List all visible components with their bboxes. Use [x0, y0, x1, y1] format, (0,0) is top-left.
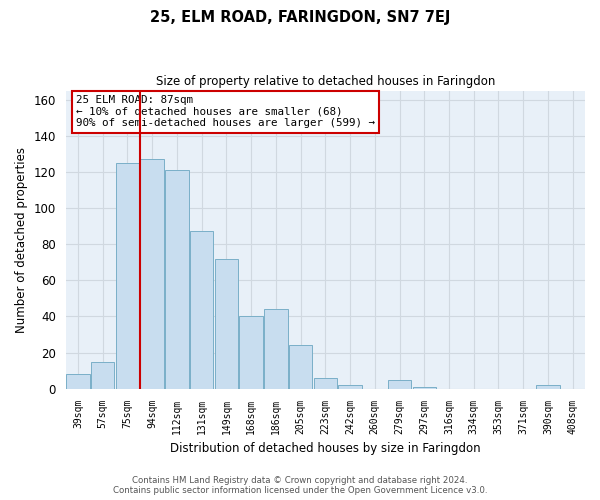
Bar: [413, 387, 436, 388]
Bar: [165, 170, 188, 388]
Y-axis label: Number of detached properties: Number of detached properties: [15, 146, 28, 332]
Bar: [289, 346, 313, 389]
Bar: [140, 159, 164, 388]
Text: 25 ELM ROAD: 87sqm
← 10% of detached houses are smaller (68)
90% of semi-detache: 25 ELM ROAD: 87sqm ← 10% of detached hou…: [76, 95, 375, 128]
X-axis label: Distribution of detached houses by size in Faringdon: Distribution of detached houses by size …: [170, 442, 481, 455]
Text: Contains HM Land Registry data © Crown copyright and database right 2024.
Contai: Contains HM Land Registry data © Crown c…: [113, 476, 487, 495]
Bar: [338, 385, 362, 388]
Bar: [264, 309, 287, 388]
Text: 25, ELM ROAD, FARINGDON, SN7 7EJ: 25, ELM ROAD, FARINGDON, SN7 7EJ: [150, 10, 450, 25]
Bar: [536, 385, 560, 388]
Bar: [91, 362, 115, 388]
Bar: [116, 163, 139, 388]
Bar: [190, 232, 214, 388]
Bar: [66, 374, 90, 388]
Bar: [388, 380, 411, 388]
Title: Size of property relative to detached houses in Faringdon: Size of property relative to detached ho…: [155, 75, 495, 88]
Bar: [215, 258, 238, 388]
Bar: [314, 378, 337, 388]
Bar: [239, 316, 263, 388]
